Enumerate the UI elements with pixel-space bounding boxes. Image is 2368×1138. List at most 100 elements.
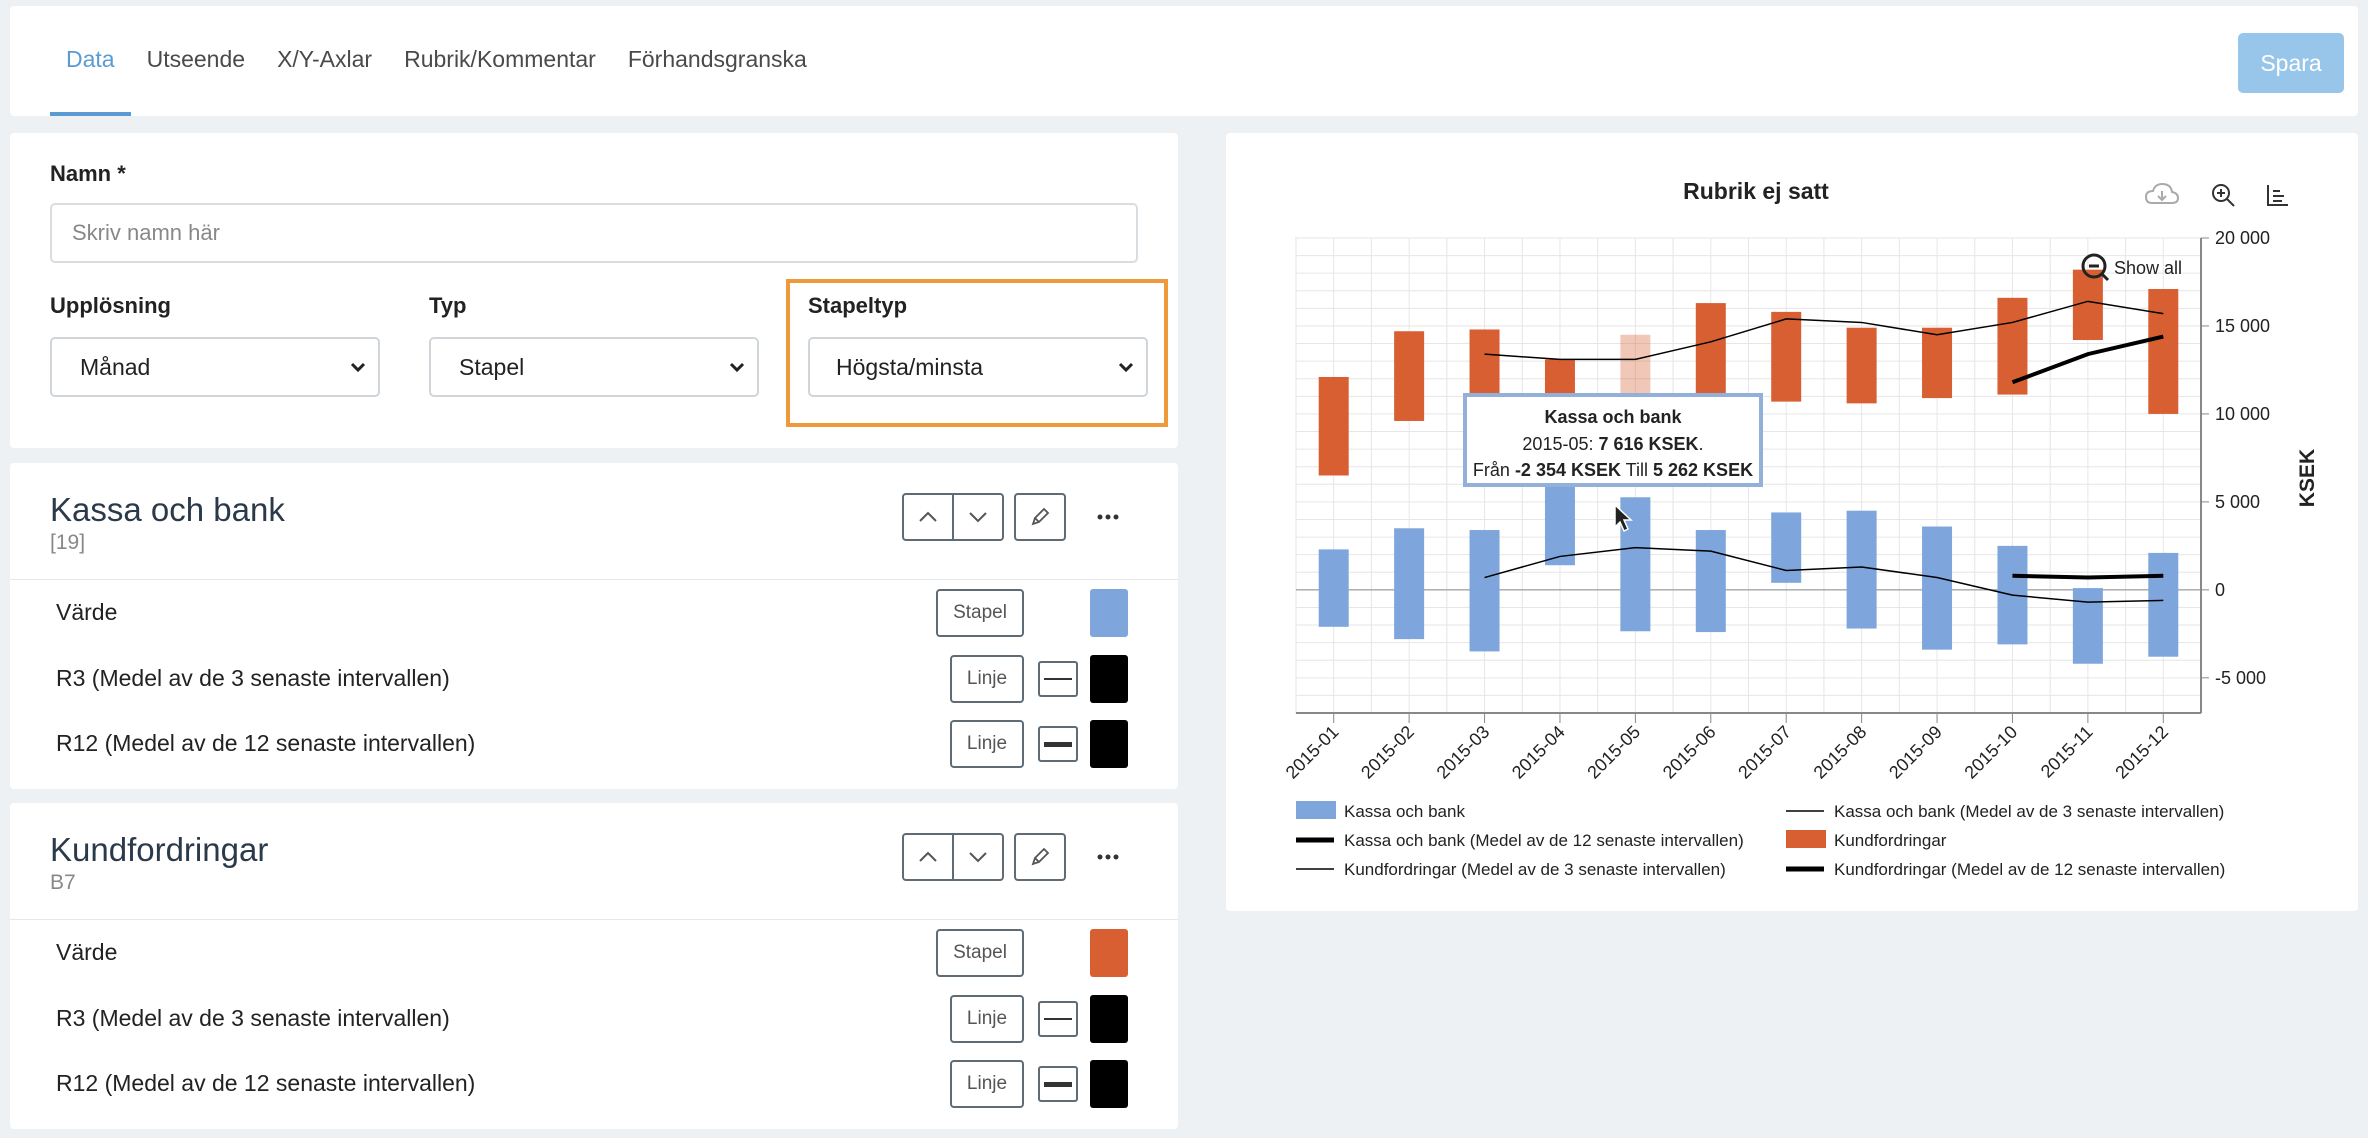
x-tick-label: 2015-09: [1885, 722, 1946, 783]
more-options-button[interactable]: [1088, 503, 1128, 531]
tab-list: Data Utseende X/Y-Axlar Rubrik/Kommentar…: [50, 6, 823, 116]
chevron-up-icon: [919, 851, 937, 862]
y-tick-label: 20 000: [2215, 228, 2270, 248]
download-icon[interactable]: [2144, 182, 2180, 204]
chevron-down-icon: [969, 852, 987, 863]
tab-forhandsgranska[interactable]: Förhandsgranska: [627, 46, 807, 72]
color-swatch[interactable]: [1090, 1060, 1128, 1108]
x-tick-label: 2015-03: [1433, 722, 1494, 783]
move-up-button[interactable]: [902, 833, 954, 881]
show-all-button[interactable]: Show all: [2081, 253, 2182, 282]
more-dots-icon: [1097, 514, 1119, 520]
resolution-label: Upplösning: [50, 293, 171, 318]
legend-label: Kassa och bank (Medel av de 3 senaste in…: [1834, 802, 2224, 821]
x-tick-label: 2015-05: [1583, 722, 1644, 783]
legend-label: Kundfordringar (Medel av de 12 senaste i…: [1834, 860, 2225, 879]
move-down-button[interactable]: [952, 493, 1004, 541]
edit-button[interactable]: [1014, 493, 1066, 541]
display-type-button[interactable]: Linje: [950, 995, 1024, 1043]
row-label-value: Värde: [56, 599, 118, 625]
legend-label: Kassa och bank: [1344, 802, 1465, 821]
pencil-icon: [1031, 507, 1050, 526]
bar-kassa-och-bank-2015-12: [2148, 552, 2179, 657]
move-up-button[interactable]: [902, 493, 954, 541]
row-label-r3: R3 (Medel av de 3 senaste intervallen): [56, 665, 450, 691]
display-type-button[interactable]: Linje: [950, 720, 1024, 768]
type-label: Typ: [429, 293, 467, 318]
y-tick-label: -5 000: [2215, 668, 2266, 688]
bar-kundfordringar-2015-01: [1318, 376, 1349, 476]
color-swatch[interactable]: [1090, 995, 1128, 1043]
bar-kassa-och-bank-2015-08: [1846, 510, 1877, 629]
row-label-r3: R3 (Medel av de 3 senaste intervallen): [56, 1005, 450, 1031]
thin-line-style-icon[interactable]: [1038, 661, 1078, 697]
bar-type-select[interactable]: Högsta/minsta: [808, 337, 1148, 397]
bar-kassa-och-bank-2015-02: [1394, 528, 1425, 640]
x-tick-label: 2015-06: [1659, 722, 1720, 783]
row-label-r12: R12 (Medel av de 12 senaste intervallen): [56, 1070, 476, 1096]
display-type-button[interactable]: Stapel: [936, 589, 1024, 637]
zoom-in-icon[interactable]: [2212, 184, 2235, 207]
bar-kundfordringar-2015-12: [2148, 289, 2179, 414]
plot-bars: [1318, 269, 2179, 664]
more-options-button[interactable]: [1088, 843, 1128, 871]
color-swatch[interactable]: [1090, 929, 1128, 977]
divider: [10, 579, 1178, 580]
color-swatch[interactable]: [1090, 589, 1128, 637]
display-type-button[interactable]: Stapel: [936, 929, 1024, 977]
tab-rubrik-kommentar[interactable]: Rubrik/Kommentar: [404, 46, 596, 72]
bar-kassa-och-bank-2015-07: [1771, 512, 1802, 583]
type-value: Stapel: [459, 353, 525, 380]
tab-utseende[interactable]: Utseende: [146, 46, 246, 72]
thin-line-style-icon[interactable]: [1038, 1001, 1078, 1037]
tab-data[interactable]: Data: [50, 6, 131, 116]
line-series-4: [2011, 334, 2164, 385]
chart-settings-form: Namn * Upplösning Månad Typ Stapel Stape…: [10, 133, 1178, 448]
chart-menu-icon[interactable]: [2267, 185, 2288, 206]
y-tick-label: 5 000: [2215, 492, 2260, 512]
color-swatch[interactable]: [1090, 720, 1128, 768]
y-tick-label: 0: [2215, 580, 2225, 600]
tooltip-line1: 2015-05: 7 616 KSEK.: [1522, 434, 1703, 454]
chart-preview-card: Rubrik ej satt -5 000 0 5 000 10 000 15 000 2…: [1226, 133, 2358, 911]
legend-swatch: [1786, 830, 1826, 848]
resolution-select[interactable]: Månad: [50, 337, 380, 397]
chart-svg: Rubrik ej satt -5 000 0 5 000 10 000 15 000 2…: [1282, 178, 2319, 879]
tab-xy-axlar[interactable]: X/Y-Axlar: [277, 46, 373, 72]
chevron-down-icon: [350, 362, 366, 373]
series-subtitle: B7: [50, 871, 76, 894]
show-all-label: Show all: [2114, 258, 2182, 278]
bar-kassa-och-bank-2015-06: [1695, 530, 1726, 633]
x-tick-label: 2015-04: [1508, 722, 1569, 783]
chart-legend: Kassa och bank Kassa och bank (Medel av d…: [1296, 801, 2225, 879]
chevron-down-icon: [969, 512, 987, 523]
thick-line-style-icon[interactable]: [1038, 726, 1078, 762]
save-button[interactable]: Spara: [2238, 33, 2344, 93]
edit-button[interactable]: [1014, 833, 1066, 881]
resolution-value: Månad: [80, 353, 151, 380]
move-down-button[interactable]: [952, 833, 1004, 881]
x-tick-label: 2015-08: [1810, 722, 1871, 783]
bar-kundfordringar-2015-02: [1394, 331, 1425, 421]
display-type-button[interactable]: Linje: [950, 1060, 1024, 1108]
bar-kundfordringar-2015-07: [1771, 311, 1802, 402]
chevron-down-icon: [1118, 362, 1134, 373]
legend-swatch: [1296, 801, 1336, 819]
legend-label: Kassa och bank (Medel av de 12 senaste i…: [1344, 831, 1744, 850]
bar-kassa-och-bank-2015-01: [1318, 549, 1349, 627]
plot-lines: [1484, 300, 2164, 603]
name-input[interactable]: [50, 203, 1138, 263]
series-subtitle: [19]: [50, 531, 86, 554]
display-type-button[interactable]: Linje: [950, 655, 1024, 703]
line-series-3: [1484, 300, 2164, 361]
chart-tooltip: Kassa och bank 2015-05: 7 616 KSEK. Från…: [1463, 393, 1763, 487]
tooltip-title: Kassa och bank: [1544, 407, 1682, 427]
color-swatch[interactable]: [1090, 655, 1128, 703]
x-tick-label: 2015-12: [2111, 722, 2172, 783]
chart-title: Rubrik ej satt: [1683, 178, 1829, 204]
bar-kundfordringar-2015-08: [1846, 327, 1877, 404]
thick-line-style-icon[interactable]: [1038, 1066, 1078, 1102]
pencil-icon: [1031, 847, 1050, 866]
y-tick-label: 10 000: [2215, 404, 2270, 424]
type-select[interactable]: Stapel: [429, 337, 759, 397]
